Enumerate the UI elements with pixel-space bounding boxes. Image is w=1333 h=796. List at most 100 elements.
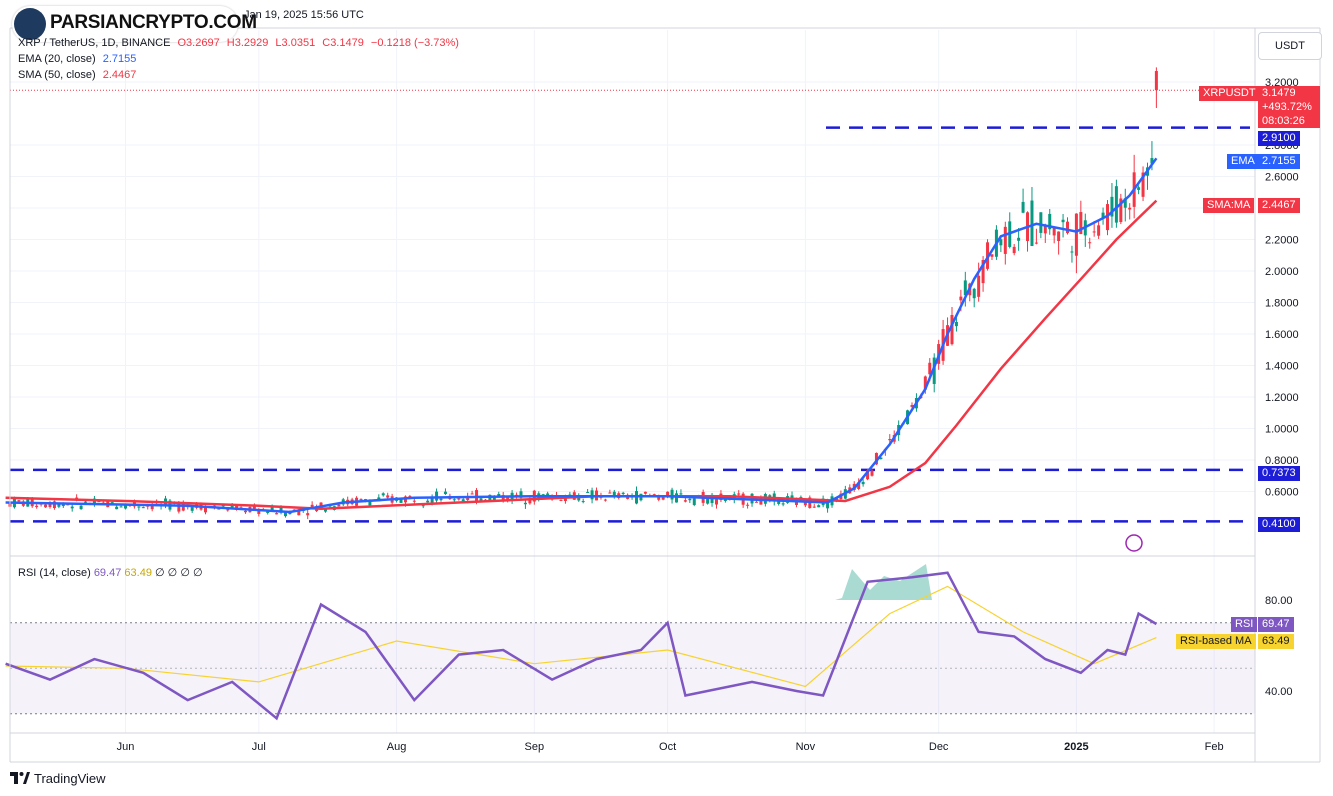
candle-body bbox=[75, 497, 79, 499]
rsi-tag-value: 69.47 bbox=[1258, 617, 1294, 632]
sma-tag-value: 2.4467 bbox=[1258, 198, 1300, 213]
candle-body bbox=[692, 498, 696, 505]
rsi-line bbox=[5, 571, 1158, 721]
candle-body bbox=[817, 505, 821, 508]
published-date: Jan 19, 2025 15:56 UTC bbox=[244, 9, 364, 21]
time-tick-label: Dec bbox=[929, 741, 949, 753]
candle-body bbox=[1034, 242, 1038, 244]
candle-body bbox=[48, 503, 52, 507]
candle-body bbox=[977, 275, 981, 297]
ohlc-low: L3.0351 bbox=[275, 37, 316, 49]
candle-body bbox=[497, 494, 501, 496]
time-tick-label: Oct bbox=[659, 741, 676, 753]
rsi-legend-label: RSI (14, close) bbox=[18, 567, 91, 579]
time-tick-label: Jul bbox=[252, 741, 266, 753]
resistance-level-tag: 2.9100 bbox=[1258, 131, 1300, 146]
price-tick-label: 1.6000 bbox=[1265, 329, 1299, 341]
currency-button[interactable]: USDT bbox=[1258, 32, 1322, 60]
candle-body bbox=[714, 499, 718, 505]
candle-last-body bbox=[1154, 71, 1158, 91]
rsi-bands bbox=[10, 564, 1255, 715]
candle-body bbox=[621, 492, 625, 494]
candle-body bbox=[141, 507, 145, 509]
rsi-ma-tag-label: RSI-based MA bbox=[1176, 634, 1256, 649]
horizontal-levels bbox=[10, 89, 1255, 523]
candle-body bbox=[381, 493, 385, 496]
time-tick-label: Sep bbox=[525, 741, 545, 753]
candle-body bbox=[1039, 212, 1043, 233]
candle-body bbox=[723, 499, 727, 501]
candle-body bbox=[61, 504, 65, 507]
watermark-logo: PARSIANCRYPTO.COM bbox=[12, 6, 257, 42]
candle-body bbox=[559, 499, 563, 501]
rsi-tag-label: RSI bbox=[1231, 617, 1258, 632]
tradingview-footer[interactable]: TradingView bbox=[10, 771, 106, 786]
symbol-legend[interactable]: XRP / TetherUS, 1D, BINANCE O3.2697 H3.2… bbox=[18, 37, 463, 49]
candle-body bbox=[470, 493, 474, 495]
price-tick-label: 0.8000 bbox=[1265, 455, 1299, 467]
candle-body bbox=[279, 507, 283, 513]
candle-body bbox=[1110, 196, 1114, 217]
candle-body bbox=[826, 502, 830, 509]
candle-body bbox=[52, 501, 56, 509]
candle-body bbox=[235, 504, 239, 510]
candle-body bbox=[683, 500, 687, 502]
candle-body bbox=[310, 504, 314, 508]
candle-body bbox=[408, 496, 412, 498]
candle-body bbox=[950, 314, 954, 345]
lower-range-tag: 0.4100 bbox=[1258, 517, 1300, 532]
candle-body bbox=[857, 482, 861, 489]
candle-body bbox=[492, 495, 496, 501]
candle-body bbox=[1003, 226, 1007, 254]
candle-body bbox=[243, 510, 247, 513]
rsi-ma-line bbox=[5, 585, 1157, 688]
candle-body bbox=[221, 505, 225, 507]
candle-body bbox=[603, 499, 607, 501]
candle-body bbox=[1057, 231, 1061, 242]
sma-legend[interactable]: SMA (50, close) 2.4467 bbox=[18, 69, 140, 81]
candle-body bbox=[115, 506, 119, 510]
candle-body bbox=[523, 502, 527, 505]
price-tag-price: 3.1479 bbox=[1262, 87, 1296, 99]
ohlc-open: O3.2697 bbox=[177, 37, 220, 49]
symbol-title: XRP / TetherUS, 1D, BINANCE bbox=[18, 37, 171, 49]
candle-body bbox=[1114, 186, 1118, 223]
candle-body bbox=[399, 498, 403, 503]
candle-body bbox=[275, 513, 279, 515]
candle-body bbox=[981, 260, 985, 284]
candle-body bbox=[386, 495, 390, 498]
candle-body bbox=[1128, 207, 1132, 210]
candle-body bbox=[1092, 231, 1096, 233]
candle-body bbox=[1150, 158, 1154, 164]
candle-body bbox=[426, 500, 430, 503]
candle-body bbox=[861, 481, 865, 485]
rsi-extra-2: ∅ bbox=[167, 567, 178, 579]
candle-body bbox=[421, 505, 425, 507]
rsi-legend[interactable]: RSI (14, close) 69.47 63.49 ∅ ∅ ∅ ∅ bbox=[18, 566, 203, 579]
candle-body bbox=[670, 489, 674, 500]
candle-body bbox=[746, 504, 750, 506]
candle-body bbox=[461, 499, 465, 502]
price-tag: 3.1479 +493.72% 08:03:26 bbox=[1258, 86, 1320, 128]
candle-body bbox=[963, 280, 967, 296]
price-tag-countdown: 08:03:26 bbox=[1262, 115, 1305, 127]
candle-body bbox=[92, 498, 96, 505]
candle-body bbox=[190, 507, 194, 511]
ema-legend[interactable]: EMA (20, close) 2.7155 bbox=[18, 53, 140, 65]
candle-body bbox=[679, 493, 683, 495]
candle-body bbox=[443, 491, 447, 495]
candle-body bbox=[97, 501, 101, 503]
candle-body bbox=[1017, 237, 1021, 241]
rsi-ma-legend-value: 63.49 bbox=[124, 567, 152, 579]
rsi-ma-tag-value: 63.49 bbox=[1258, 634, 1294, 649]
candle-body bbox=[479, 498, 483, 501]
candle-body bbox=[781, 503, 785, 505]
candle-body bbox=[1123, 198, 1127, 208]
sma-legend-value: 2.4467 bbox=[102, 69, 137, 81]
candle-body bbox=[84, 501, 88, 503]
symbol-tag: XRPUSDT bbox=[1199, 86, 1260, 101]
indicator-lines bbox=[5, 157, 1158, 721]
candle-body bbox=[124, 503, 128, 509]
candle-body bbox=[457, 498, 461, 500]
